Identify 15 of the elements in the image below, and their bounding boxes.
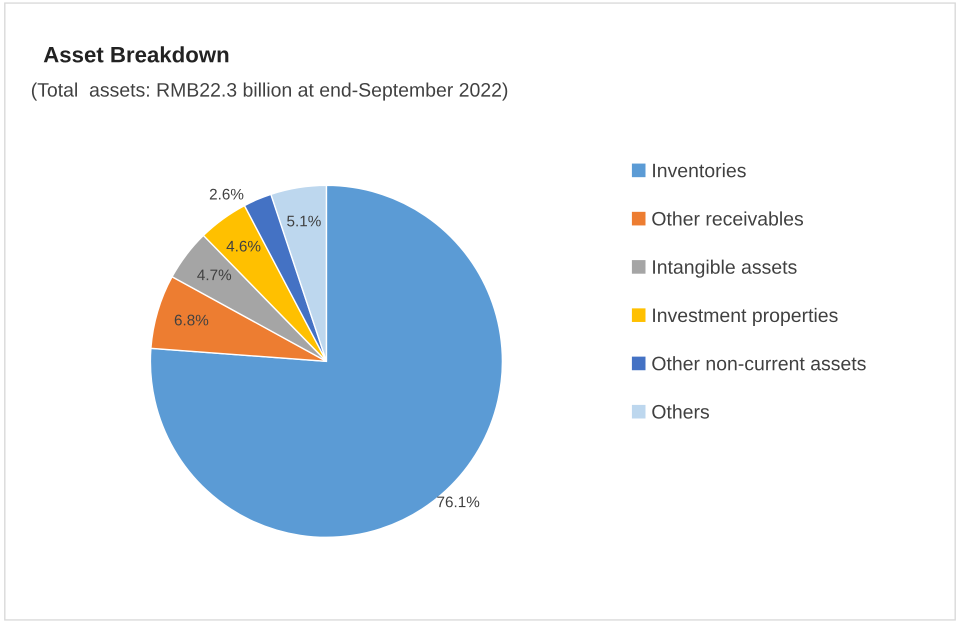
legend-label: Investment properties [653,308,838,326]
chart-title: Asset Breakdown [44,46,228,63]
legend-label: Others [652,404,709,419]
legend-label: Other receivables [652,211,804,226]
data-label: 76.1% [437,496,480,508]
pie-slice [150,184,504,538]
legend-label: Intangible assets [653,260,797,278]
data-label: 2.6% [210,188,244,200]
data-label: 4.6% [226,240,260,252]
legend-label: Other non-current assets [652,356,866,370]
chart-subtitle: (Total assets: RMB22.3 billion at end-September 2022) [32,82,508,101]
legend-label: Inventories [653,163,746,178]
data-label: 6.8% [174,314,208,326]
data-label: 5.1% [287,216,321,226]
data-label: 4.7% [197,270,232,280]
